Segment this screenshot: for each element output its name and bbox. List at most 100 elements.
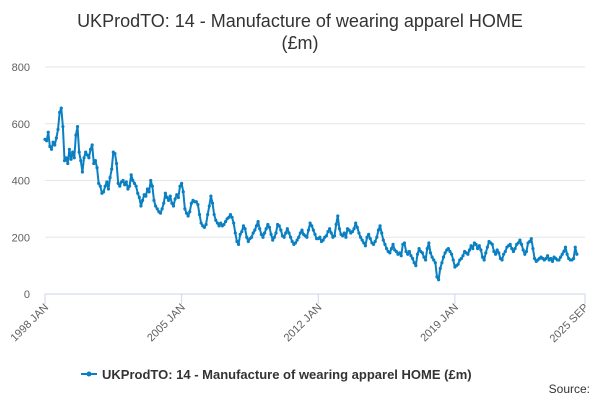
data-point <box>433 261 437 265</box>
y-tick-label: 800 <box>12 62 30 74</box>
data-point <box>388 251 392 255</box>
data-point <box>437 278 441 282</box>
data-point <box>493 252 498 256</box>
data-point <box>378 224 382 228</box>
data-point <box>175 193 179 197</box>
data-point <box>80 170 85 174</box>
data-point <box>254 224 259 228</box>
data-point <box>336 214 340 218</box>
data-point <box>150 184 154 188</box>
data-point <box>545 254 550 258</box>
data-point <box>66 161 70 166</box>
data-point <box>95 166 99 170</box>
data-point <box>123 183 127 187</box>
data-point <box>350 229 355 234</box>
data-point <box>365 235 369 239</box>
chart-title-unit: (£m) <box>282 33 319 53</box>
data-point <box>559 255 563 259</box>
data-point <box>134 184 138 188</box>
data-point <box>241 224 246 228</box>
data-point <box>62 159 67 163</box>
data-point <box>189 201 193 205</box>
data-point <box>497 251 501 255</box>
data-point <box>145 187 150 191</box>
data-point <box>127 184 132 188</box>
data-point <box>404 249 408 254</box>
data-point <box>524 249 529 254</box>
x-axis: 1998 JAN 2005 JAN 2012 JAN 2019 JAN 2025 SEP <box>8 293 591 345</box>
data-point <box>245 235 249 239</box>
data-point <box>438 266 442 271</box>
data-point <box>428 251 433 255</box>
data-point <box>253 228 257 232</box>
data-point <box>188 210 192 214</box>
data-point <box>180 181 184 185</box>
data-point <box>121 178 125 183</box>
data-point <box>414 264 418 268</box>
data-point <box>251 231 255 235</box>
source-credit[interactable]: Source: <box>549 382 590 396</box>
data-point <box>412 261 416 265</box>
data-point <box>432 258 436 262</box>
data-point <box>261 235 265 239</box>
legend[interactable]: UKProdTO: 14 - Manufacture of wearing ap… <box>81 367 472 382</box>
data-point <box>480 255 485 259</box>
data-point <box>560 252 564 256</box>
data-point <box>490 242 494 246</box>
data-point <box>407 249 411 254</box>
data-point <box>246 239 250 244</box>
data-point <box>355 225 359 229</box>
data-point <box>212 212 216 217</box>
data-point <box>136 191 140 195</box>
data-point <box>233 231 237 235</box>
data-point <box>573 245 577 249</box>
data-point <box>563 245 568 249</box>
data-point <box>284 231 288 235</box>
data-point <box>508 242 512 246</box>
data-point <box>324 234 328 238</box>
data-point <box>313 232 317 237</box>
data-point <box>160 207 164 211</box>
data-point <box>402 241 407 245</box>
data-point <box>271 238 275 242</box>
data-point <box>235 239 239 244</box>
data-point <box>274 231 278 235</box>
data-point <box>510 247 514 251</box>
data-point <box>389 247 394 251</box>
data-point <box>342 231 346 235</box>
data-point <box>101 190 106 194</box>
data-point <box>92 161 96 166</box>
data-point <box>341 234 345 238</box>
data-point <box>215 221 220 225</box>
data-point <box>206 212 210 217</box>
data-point <box>285 227 289 231</box>
data-point <box>163 191 167 195</box>
data-point <box>409 254 413 258</box>
data-point <box>124 180 128 184</box>
data-point <box>106 187 111 191</box>
data-point <box>502 252 506 256</box>
data-point <box>258 227 262 231</box>
data-point <box>110 167 114 171</box>
data-point <box>48 144 52 149</box>
data-point <box>149 178 153 183</box>
data-point <box>158 211 163 215</box>
data-point <box>222 222 226 227</box>
data-point <box>531 247 535 251</box>
data-point <box>132 181 137 185</box>
data-point <box>249 235 254 239</box>
data-point <box>140 198 145 202</box>
data-point <box>532 256 537 261</box>
data-point <box>82 156 86 160</box>
data-point <box>184 211 189 215</box>
data-point <box>549 256 553 261</box>
data-point <box>368 237 372 241</box>
data-point <box>450 252 454 256</box>
data-point <box>484 251 488 255</box>
data-point <box>354 221 358 225</box>
data-point <box>240 229 244 234</box>
data-point <box>469 244 473 248</box>
data-point <box>459 256 463 261</box>
data-point <box>108 176 112 180</box>
data-point <box>209 194 213 198</box>
